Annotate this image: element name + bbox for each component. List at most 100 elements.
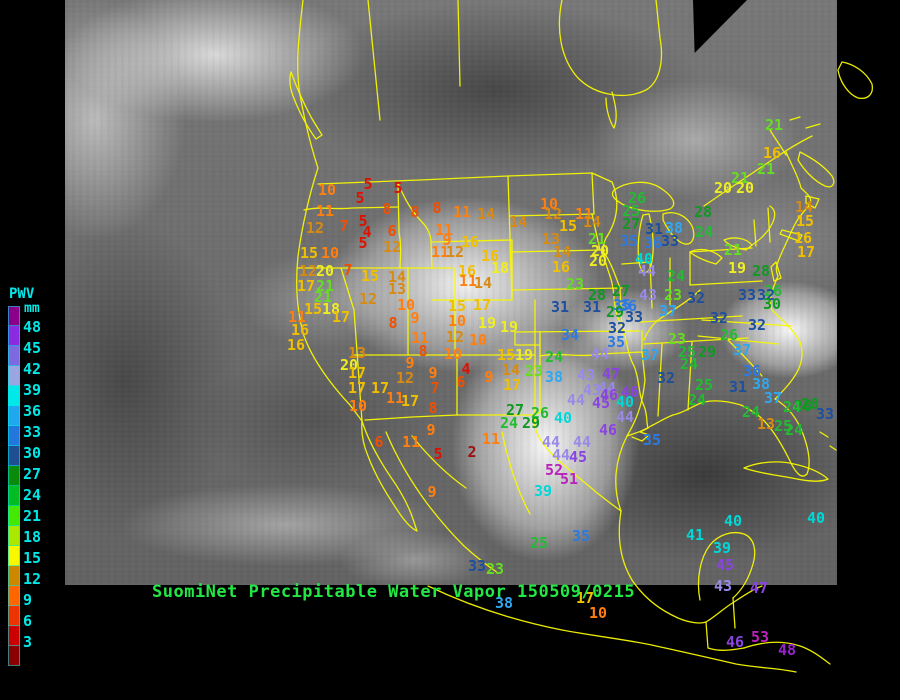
station-pwv-value: 20 — [315, 262, 335, 280]
station-pwv-value: 23 — [485, 560, 505, 578]
station-pwv-value: 33 — [737, 286, 757, 304]
station-pwv-value: 41 — [685, 526, 705, 544]
coastlines — [289, 0, 874, 673]
map-outline — [723, 237, 753, 251]
station-pwv-value: 12 — [445, 243, 465, 261]
map-outline — [770, 261, 782, 282]
legend-color-segment — [8, 366, 20, 386]
station-pwv-value: 17 — [296, 277, 316, 295]
station-pwv-value: 17 — [347, 379, 367, 397]
station-pwv-value: 47 — [749, 579, 769, 597]
legend-tick-label: 21 — [23, 507, 42, 525]
station-pwv-value: 44 — [566, 391, 586, 409]
station-pwv-value: 5 — [355, 189, 365, 207]
legend-title: PWV — [9, 286, 35, 302]
station-pwv-value: 11 — [481, 430, 501, 448]
station-pwv-value: 17 — [472, 296, 492, 314]
station-pwv-value: 26 — [719, 326, 739, 344]
station-pwv-value: 43 — [638, 286, 658, 304]
legend-color-segment — [8, 526, 20, 546]
station-pwv-value: 11 — [401, 433, 421, 451]
station-pwv-value: 4 — [362, 223, 372, 241]
map-outline — [317, 172, 613, 185]
station-pwv-value: 46 — [725, 633, 745, 651]
station-pwv-value: 28 — [693, 203, 713, 221]
legend-tick-label: 48 — [23, 318, 42, 336]
station-pwv-value: 17 — [796, 243, 816, 261]
station-pwv-value: 20 — [339, 356, 359, 374]
legend-tick-label: 45 — [23, 339, 42, 357]
map-outline — [385, 431, 499, 574]
station-pwv-value: 25 — [529, 534, 549, 552]
map-outline — [779, 229, 803, 242]
station-pwv-value: 28 — [751, 262, 771, 280]
station-pwv-value: 32 — [686, 289, 706, 307]
station-pwv-value: 17 — [502, 376, 522, 394]
legend-tick-label: 39 — [23, 381, 42, 399]
station-pwv-value: 25 — [621, 202, 641, 220]
station-pwv-value: 5 — [363, 175, 373, 193]
station-pwv-value: 32 — [709, 309, 729, 327]
station-pwv-value: 21 — [756, 160, 776, 178]
station-pwv-value: 9 — [426, 421, 436, 439]
station-pwv-value: 43 — [576, 366, 596, 384]
map-outline — [662, 211, 695, 245]
map-outline — [657, 337, 763, 417]
station-pwv-value: 35 — [642, 431, 662, 449]
map-outline — [615, 151, 812, 512]
station-pwv-value: 30 — [762, 295, 782, 313]
station-pwv-value: 40 — [553, 409, 573, 427]
legend-tick-label: 33 — [23, 423, 42, 441]
station-pwv-value: 25 — [677, 343, 697, 361]
map-outline — [533, 414, 622, 512]
legend-color-segment — [8, 646, 20, 666]
station-pwv-value: 12 — [358, 290, 378, 308]
station-pwv-value: 11 — [287, 308, 307, 326]
station-pwv-value: 47 — [601, 365, 621, 383]
station-pwv-value: 46 — [599, 386, 619, 404]
map-outline — [618, 510, 763, 624]
station-pwv-value: 20 — [588, 252, 608, 270]
station-pwv-value: 12 — [298, 262, 318, 280]
map-outline — [397, 182, 432, 243]
station-pwv-value: 14 — [501, 361, 521, 379]
station-pwv-value: 11 — [385, 389, 405, 407]
station-pwv-value: 8 — [432, 199, 442, 217]
station-pwv-value: 31 — [644, 220, 664, 238]
station-pwv-value: 13 — [347, 344, 367, 362]
station-pwv-value: 33 — [660, 232, 680, 250]
legend-tick-label: 3 — [23, 633, 33, 651]
legend-color-segment — [8, 566, 20, 586]
map-outline — [431, 267, 513, 356]
station-pwv-value: 51 — [559, 470, 579, 488]
station-pwv-value: 19 — [477, 314, 497, 332]
legend-tick-label: 18 — [23, 528, 42, 546]
station-pwv-value: 10 — [396, 296, 416, 314]
station-pwv-value: 10 — [348, 397, 368, 415]
legend-color-segment — [8, 386, 20, 406]
station-pwv-value: 5 — [358, 212, 368, 230]
station-pwv-value: 44 — [637, 262, 657, 280]
station-pwv-value: 23 — [663, 286, 683, 304]
station-pwv-value: 12 — [543, 205, 563, 223]
map-outline — [789, 116, 821, 129]
legend-color-segment — [8, 446, 20, 466]
map-outline — [697, 319, 793, 345]
station-pwv-value: 6 — [456, 373, 466, 391]
map-outline — [689, 247, 763, 286]
legend-labels: 48 45 42 39 36 33 30 27 24 21 18 15 12 9 6 3 — [23, 318, 41, 654]
station-pwv-value: 23 — [667, 330, 687, 348]
station-pwv-value: 19 — [727, 259, 747, 277]
map-outline — [705, 597, 745, 651]
station-pwv-value: 17 — [331, 308, 351, 326]
station-pwv-value: 40 — [634, 250, 654, 268]
station-pwv-value: 36 — [742, 362, 762, 380]
station-pwv-value: 15 — [496, 346, 516, 364]
station-pwv-value: 16 — [762, 144, 782, 162]
station-pwv-value: 8 — [388, 314, 398, 332]
station-pwv-value: 32 — [747, 316, 767, 334]
station-pwv-value: 14 — [794, 198, 814, 216]
station-pwv-value: 17 — [400, 392, 420, 410]
station-pwv-value: 40 — [723, 512, 743, 530]
station-pwv-value: 9 — [410, 309, 420, 327]
